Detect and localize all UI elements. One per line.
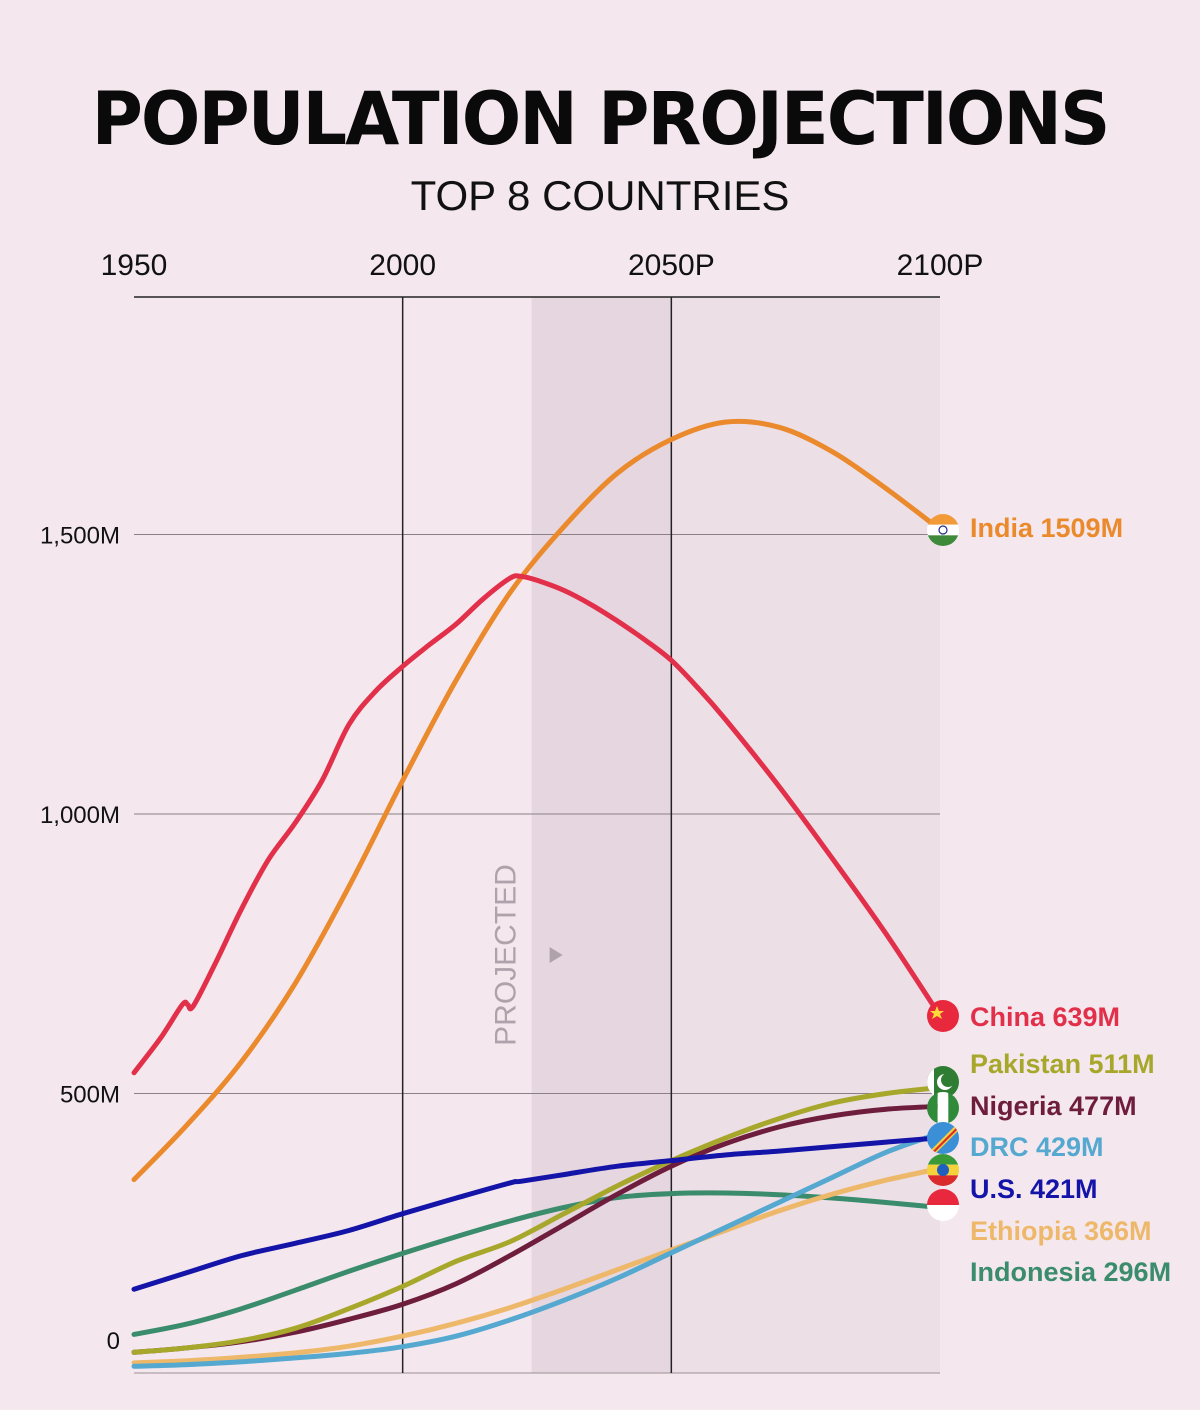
x-tick-label: 2100P: [897, 249, 984, 282]
x-tick-label: 2000: [369, 249, 436, 282]
projected-band-far: [671, 297, 940, 1373]
series-line-drc: [131, 1130, 943, 1369]
series-label-ethiopia: Ethiopia 366M: [970, 1216, 1152, 1246]
series-line-indonesia: [131, 1190, 943, 1337]
series-label-pakistan: Pakistan 511M: [970, 1049, 1155, 1079]
chart-subtitle: TOP 8 COUNTRIES: [410, 172, 790, 219]
y-tick-label: 1,000M: [40, 802, 120, 829]
series-line-pakistan: [131, 1084, 943, 1355]
series-label-drc: DRC 429M: [970, 1132, 1104, 1162]
chart-title: POPULATION PROJECTIONS: [91, 75, 1111, 163]
nigeria-flag-icon: [927, 1092, 959, 1124]
y-tick-label: 500M: [60, 1082, 120, 1109]
india-flag-icon: [927, 514, 959, 546]
y-tick-label: 0: [107, 1328, 120, 1355]
series-line-ethiopia: [131, 1165, 943, 1366]
x-tick-label: 2050P: [628, 249, 715, 282]
series-label-india: India 1509M: [970, 513, 1123, 543]
series-line-china: [131, 573, 943, 1076]
series-label-u-s: U.S. 421M: [970, 1174, 1098, 1204]
indonesia-flag-icon: [927, 1189, 959, 1221]
series-line-india: [131, 418, 943, 1183]
projected-arrow-icon: [549, 947, 563, 963]
series-label-nigeria: Nigeria 477M: [970, 1091, 1137, 1121]
drc-flag-icon: [927, 1122, 959, 1154]
x-tick-label: 1950: [101, 249, 168, 282]
china-flag-icon: [927, 1000, 959, 1032]
series-label-indonesia: Indonesia 296M: [970, 1257, 1171, 1287]
series-label-china: China 639M: [970, 1002, 1120, 1032]
y-tick-label: 1,500M: [40, 523, 120, 550]
projected-label: PROJECTED: [490, 864, 523, 1046]
series-line-u-s: [131, 1135, 943, 1292]
pakistan-flag-icon: [927, 1066, 959, 1098]
ethiopia-flag-icon: [927, 1154, 959, 1186]
